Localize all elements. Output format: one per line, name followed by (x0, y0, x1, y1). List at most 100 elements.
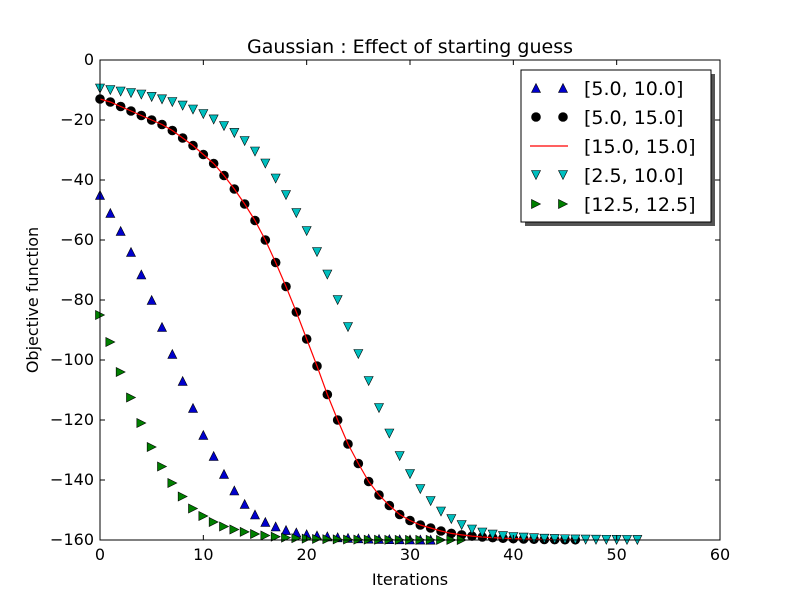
y-tick-label: −140 (50, 470, 94, 489)
y-axis-label: Objective function (23, 227, 42, 373)
data-point (188, 402, 198, 413)
data-point (260, 158, 271, 169)
data-point (270, 173, 281, 184)
data-point (188, 503, 199, 514)
y-tick-label: −60 (60, 230, 94, 249)
legend-label: [15.0, 15.0] (584, 136, 696, 158)
data-point (136, 269, 147, 280)
legend: [5.0, 10.0] [5.0, 15.0] [15.0, 15.0] [2.5, … (520, 69, 715, 226)
y-tick-label: −80 (60, 290, 94, 309)
plot-frame (99, 59, 721, 541)
data-point (105, 337, 116, 347)
data-point (167, 97, 178, 108)
data-point (157, 94, 167, 105)
data-point (115, 225, 126, 236)
data-point (208, 114, 219, 125)
data-point (219, 468, 229, 479)
data-point (177, 491, 188, 502)
data-point (529, 533, 539, 544)
legend-marker (558, 199, 569, 209)
data-point (343, 322, 353, 333)
data-point (281, 524, 291, 535)
data-point (250, 509, 260, 520)
x-tick-label: 50 (606, 545, 626, 564)
data-point (219, 121, 229, 132)
data-point (157, 321, 167, 332)
legend-label: [5.0, 10.0] (584, 78, 683, 100)
legend-marker (531, 170, 541, 181)
series-12.5-12.5 (95, 310, 467, 545)
data-point (281, 190, 291, 201)
x-tick-label: 30 (400, 545, 420, 564)
data-point (425, 496, 436, 507)
data-point (332, 534, 343, 545)
legend-entries: [5.0, 10.0] [5.0, 15.0] [15.0, 15.0] [2.5, … (530, 78, 696, 216)
data-point (219, 521, 230, 532)
x-tick-label: 60 (710, 545, 730, 564)
legend-label: [12.5, 12.5] (584, 194, 696, 216)
data-point (167, 478, 178, 488)
legend-entry: [5.0, 15.0] (531, 107, 683, 129)
data-point (136, 89, 147, 100)
x-tick-label: 10 (193, 545, 213, 564)
data-point (229, 524, 240, 535)
data-point (384, 428, 395, 439)
legend-marker (558, 82, 568, 93)
data-point (260, 516, 271, 527)
legend-marker (558, 170, 568, 181)
y-tick-label: −160 (50, 530, 94, 549)
legend-label: [2.5, 10.0] (584, 165, 683, 187)
legend-label: [5.0, 15.0] (584, 107, 683, 129)
data-point (322, 534, 333, 545)
data-point (250, 146, 260, 157)
data-point (105, 207, 116, 218)
series-layer (95, 83, 643, 546)
data-point (322, 269, 333, 280)
data-point (208, 517, 219, 527)
data-point (198, 429, 209, 440)
data-point (188, 104, 198, 115)
data-point (198, 109, 209, 120)
data-point (105, 85, 116, 96)
data-point (270, 531, 281, 542)
data-point (467, 524, 477, 535)
data-point (208, 450, 219, 461)
data-point (126, 246, 136, 257)
x-tick-label: 20 (296, 545, 316, 564)
data-point (229, 128, 240, 139)
series-5.0-10.0 (95, 189, 436, 545)
data-point (301, 226, 312, 237)
y-tick-label: −40 (60, 170, 94, 189)
legend-marker (558, 112, 568, 122)
series-15.0-15.0 (99, 98, 576, 541)
legend-entry: [5.0, 10.0] (531, 78, 683, 100)
data-point (126, 392, 137, 403)
data-point (415, 484, 426, 495)
data-point (374, 403, 384, 414)
plot-area: 0 10 20 30 40 50 60 0 −20 −40 −60 −80 −100 −120 −140 −1… (50, 50, 730, 564)
data-point (332, 295, 343, 306)
data-point (270, 521, 281, 532)
data-point (250, 529, 261, 539)
data-point (239, 526, 250, 537)
data-point (487, 529, 498, 540)
chart-title: Gaussian : Effect of starting guess (247, 36, 573, 58)
data-point (560, 534, 570, 545)
y-tick-label: −20 (60, 110, 94, 129)
data-point (146, 442, 157, 452)
data-point (157, 461, 168, 472)
data-point (312, 533, 323, 544)
data-point (126, 88, 136, 99)
x-tick-label: 0 (95, 545, 105, 564)
x-tick-label: 40 (503, 545, 523, 564)
data-point (436, 506, 446, 517)
series-line (99, 98, 576, 541)
data-point (177, 375, 188, 386)
data-point (518, 532, 529, 543)
legend-marker (531, 199, 542, 209)
legend-entry: [12.5, 12.5] (531, 194, 696, 216)
data-point (115, 86, 126, 97)
data-point (146, 294, 157, 305)
data-point (477, 527, 488, 538)
